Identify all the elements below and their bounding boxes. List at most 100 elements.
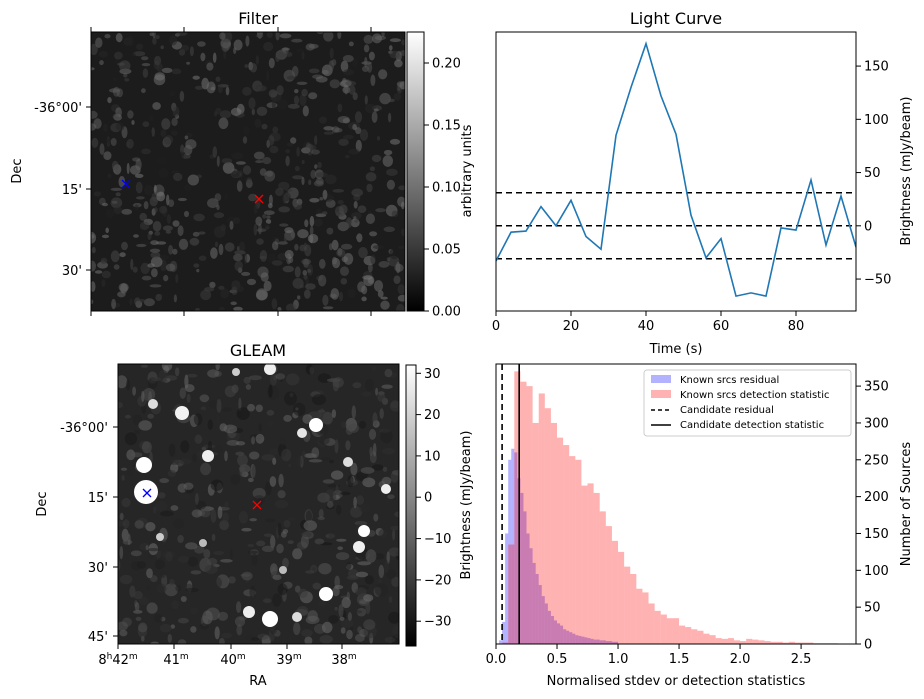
noise-blob — [255, 160, 264, 164]
histogram-xticks: 0.0 0.5 1.0 1.5 2.0 2.5 — [486, 644, 811, 667]
noise-blob — [133, 51, 146, 57]
noise-blob — [210, 87, 216, 91]
noise-blob — [103, 151, 112, 161]
noise-blob — [94, 270, 103, 274]
histogram-bar — [538, 393, 545, 644]
y-tick-label: 0 — [864, 638, 872, 653]
noise-blob — [332, 377, 344, 388]
noise-blob — [110, 250, 120, 263]
noise-blob — [386, 179, 395, 190]
noise-blob — [247, 550, 259, 554]
noise-blob — [266, 170, 273, 177]
noise-blob — [127, 35, 134, 47]
noise-blob — [356, 495, 365, 506]
noise-blob — [395, 261, 401, 274]
noise-blob — [371, 111, 378, 123]
histogram-bar — [581, 485, 588, 644]
noise-blob — [221, 158, 233, 164]
noise-blob — [171, 68, 182, 75]
noise-blob — [268, 135, 275, 146]
noise-blob — [263, 280, 272, 292]
noise-blob — [355, 633, 365, 643]
noise-blob — [314, 135, 318, 146]
noise-blob — [278, 293, 284, 298]
noise-blob — [269, 145, 279, 154]
noise-blob — [117, 291, 126, 298]
noise-blob — [115, 33, 123, 43]
noise-blob — [186, 373, 198, 378]
noise-blob — [241, 271, 251, 276]
noise-blob — [329, 79, 340, 89]
noise-blob — [133, 430, 141, 435]
noise-blob — [172, 248, 178, 255]
noise-blob — [154, 559, 165, 570]
noise-blob — [350, 462, 358, 476]
noise-blob — [119, 512, 124, 521]
noise-blob — [291, 38, 303, 43]
colorbar-tick-label: 0.05 — [432, 243, 461, 258]
noise-blob — [115, 122, 125, 131]
noise-blob — [339, 291, 343, 302]
noise-blob — [119, 252, 126, 258]
noise-blob — [138, 596, 149, 606]
noise-blob — [146, 602, 158, 614]
noise-blob — [268, 194, 273, 206]
noise-blob — [133, 610, 143, 614]
noise-blob — [282, 529, 289, 534]
lightcurve-frame — [495, 31, 857, 312]
noise-blob — [329, 47, 334, 59]
colorbar-tick-label: 0.10 — [432, 181, 461, 196]
noise-blob — [301, 450, 306, 460]
noise-blob — [312, 394, 326, 406]
noise-blob — [305, 615, 320, 625]
histogram-bar — [740, 641, 747, 644]
noise-blob — [396, 304, 405, 311]
noise-blob — [323, 126, 334, 131]
noise-blob — [308, 68, 320, 74]
noise-blob — [253, 204, 258, 214]
noise-blob — [312, 582, 322, 590]
noise-blob — [355, 139, 362, 152]
noise-blob — [331, 256, 338, 265]
histogram-bar — [508, 544, 515, 644]
noise-blob — [391, 210, 399, 218]
noise-blob — [318, 435, 330, 445]
noise-blob — [170, 505, 179, 511]
x-tick-label: 60 — [713, 319, 730, 334]
histogram-bar — [679, 625, 686, 644]
noise-blob — [179, 90, 185, 102]
gleam-colorbar-label: Brightness (mJy/beam) — [459, 431, 474, 580]
noise-blob — [289, 392, 294, 398]
noise-blob — [386, 168, 398, 176]
histogram-bar — [529, 548, 533, 644]
colorbar-tick-label: 10 — [424, 449, 441, 464]
noise-blob — [141, 88, 146, 94]
noise-blob — [282, 265, 294, 273]
noise-blob — [215, 76, 221, 82]
noise-blob — [168, 244, 174, 255]
noise-blob — [118, 402, 123, 409]
noise-blob — [274, 499, 289, 509]
noise-blob — [268, 89, 278, 98]
noise-blob — [392, 470, 399, 476]
noise-blob — [133, 591, 143, 600]
noise-blob — [220, 632, 233, 639]
noise-blob — [104, 34, 111, 39]
noise-blob — [170, 458, 180, 466]
noise-blob — [334, 439, 339, 454]
noise-blob — [352, 92, 358, 101]
noise-blob — [262, 598, 272, 604]
noise-blob — [368, 428, 377, 440]
noise-blob — [246, 278, 257, 286]
noise-blob — [382, 466, 388, 472]
noise-blob — [124, 78, 130, 82]
noise-blob — [146, 568, 153, 579]
noise-blob — [147, 548, 161, 552]
histogram-bar — [703, 633, 710, 644]
noise-blob — [141, 390, 145, 403]
noise-blob — [309, 198, 320, 203]
noise-blob — [351, 188, 364, 197]
histogram-bar — [514, 371, 521, 644]
noise-blob — [160, 510, 174, 517]
noise-blob — [161, 118, 171, 130]
